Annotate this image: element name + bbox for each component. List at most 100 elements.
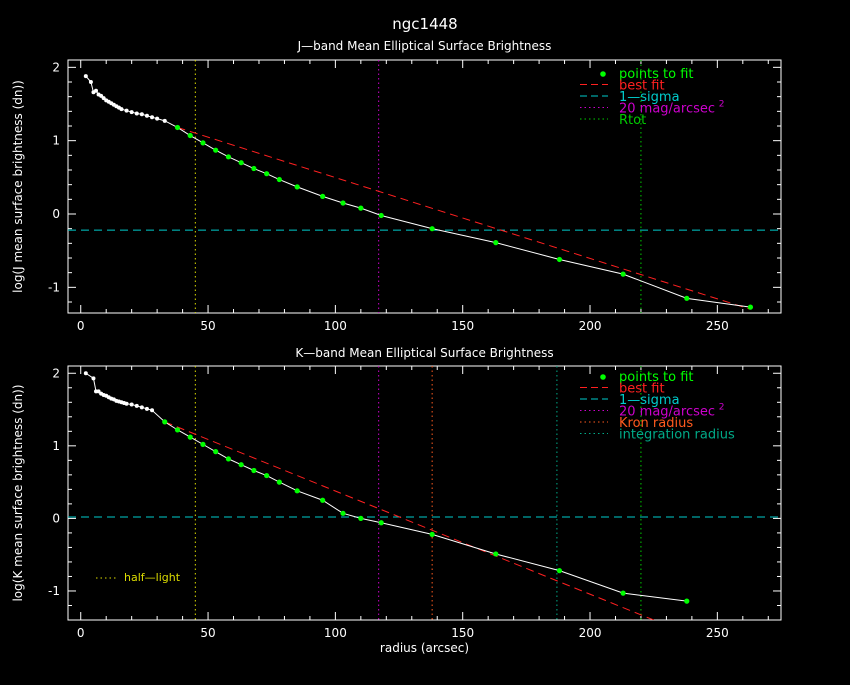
y-axis-label: log(J mean surface brightness (dn))	[11, 80, 25, 293]
x-tick-label: 0	[77, 319, 85, 333]
fit-point	[213, 449, 219, 455]
fit-point	[251, 467, 257, 474]
legend-label-kron: Kron radius	[619, 416, 693, 431]
profile-point	[155, 116, 160, 121]
panel-title: K—band Mean Elliptical Surface Brightnes…	[295, 346, 553, 360]
fit-point	[225, 154, 232, 160]
x-tick-label: 50	[200, 319, 215, 333]
fit-point	[493, 240, 499, 246]
y-tick-label: 0	[52, 511, 60, 525]
profile-point	[162, 118, 167, 123]
x-tick-label: 100	[324, 319, 347, 333]
x-tick-label: 50	[200, 626, 215, 640]
profile-point	[144, 113, 149, 118]
profile-point	[150, 115, 155, 120]
legend-label-best: best fit	[619, 79, 665, 94]
fit-point	[187, 434, 193, 440]
fit-point	[378, 520, 384, 526]
fit-point	[378, 212, 384, 219]
fit-point	[174, 427, 181, 433]
fit-point	[238, 160, 244, 166]
fit-point	[747, 304, 754, 310]
legend-label-points: points to fit	[619, 370, 694, 385]
profile-point	[144, 406, 149, 411]
half-light-label: half—light	[124, 571, 181, 584]
fit-point	[684, 295, 690, 301]
legend-label-rtot: Rtot	[619, 113, 646, 128]
fit-point	[358, 205, 364, 211]
fit-point	[276, 479, 282, 485]
fit-point	[294, 184, 300, 190]
legend-label-integ: integration radius	[619, 428, 735, 443]
profile-point	[94, 88, 99, 93]
fit-point	[225, 456, 232, 462]
fit-point	[493, 551, 499, 557]
fit-point	[187, 132, 193, 139]
profile-point	[129, 402, 134, 407]
legend-label-mag20: 20 mag/arcsec	[619, 102, 715, 117]
fit-point	[358, 515, 364, 522]
x-tick-label: 0	[77, 626, 85, 640]
profile-point	[139, 405, 144, 410]
fit-point	[320, 193, 326, 199]
x-tick-label: 150	[451, 626, 474, 640]
legend-label-sigma: 1—sigma	[619, 393, 680, 408]
legend-label-mag20: 20 mag/arcsec	[619, 405, 715, 420]
fit-point	[251, 165, 257, 172]
profile-point	[150, 408, 155, 413]
y-tick-label: -1	[48, 584, 60, 598]
fit-point	[213, 147, 219, 153]
fit-point	[238, 462, 244, 468]
y-tick-label: 1	[52, 439, 60, 453]
fit-point	[264, 171, 270, 177]
panel-title: J—band Mean Elliptical Surface Brightnes…	[297, 39, 552, 53]
fit-point	[294, 488, 300, 494]
legend-marker-points	[600, 71, 606, 77]
fit-point	[429, 531, 435, 537]
plot-frame	[67, 59, 782, 314]
profile-point	[91, 376, 96, 381]
legend-label-sigma: 1—sigma	[619, 90, 680, 105]
y-axis-label: log(K mean surface brightness (dn))	[11, 384, 25, 601]
best-fit-line	[164, 421, 654, 620]
fit-point	[684, 598, 690, 604]
y-tick-label: 2	[52, 366, 60, 380]
profile-point	[134, 111, 139, 116]
profile-point	[83, 371, 88, 376]
x-axis-label: radius (arcsec)	[380, 641, 469, 655]
legend-label-sup: 2	[719, 403, 725, 413]
fit-point	[556, 256, 563, 263]
x-tick-label: 250	[706, 626, 729, 640]
y-tick-label: 1	[52, 134, 60, 148]
plot-frame	[67, 365, 782, 621]
fit-point	[556, 568, 563, 574]
y-tick-label: 0	[52, 207, 60, 221]
profile-point	[134, 403, 139, 408]
fit-point	[264, 472, 270, 479]
x-tick-label: 250	[706, 319, 729, 333]
fit-point	[320, 497, 326, 503]
fit-point	[276, 176, 282, 183]
figure-title: ngc1448	[392, 15, 457, 33]
x-tick-label: 100	[324, 626, 347, 640]
profile-point	[129, 110, 134, 115]
fit-point	[340, 510, 346, 516]
legend-marker-points	[600, 374, 606, 380]
fit-point	[162, 419, 168, 425]
legend-label-best: best fit	[619, 382, 665, 397]
x-tick-label: 200	[579, 626, 602, 640]
profile-point	[88, 80, 93, 84]
fit-point	[429, 226, 435, 232]
fit-point	[200, 441, 206, 447]
best-fit-line	[177, 126, 751, 310]
fit-point	[620, 271, 626, 277]
y-tick-label: -1	[48, 280, 60, 294]
x-tick-label: 200	[579, 319, 602, 333]
fit-point	[200, 140, 206, 146]
profile-point	[139, 112, 144, 117]
legend-label-sup: 2	[719, 100, 725, 110]
legend-label-points: points to fit	[619, 67, 694, 82]
fit-point	[340, 200, 346, 206]
